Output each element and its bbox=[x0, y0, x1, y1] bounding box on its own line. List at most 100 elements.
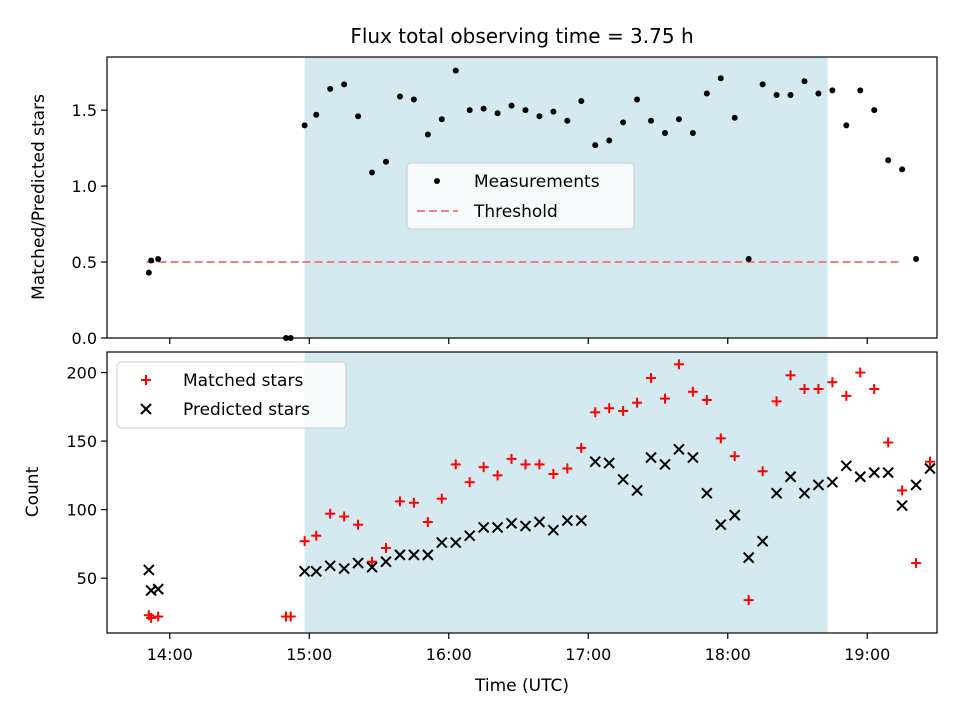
bottom-y-axis-label: Count bbox=[23, 466, 43, 517]
y-tick-label: 200 bbox=[66, 364, 97, 383]
predicted-star-point bbox=[784, 471, 797, 483]
predicted-star-point bbox=[840, 460, 853, 472]
predicted-star-point bbox=[798, 487, 811, 499]
measurement-point bbox=[438, 116, 445, 123]
matched-star-point bbox=[869, 384, 880, 395]
predicted-star-point bbox=[408, 549, 420, 561]
x-tick-label: 18:00 bbox=[705, 645, 751, 664]
predicted-star-point bbox=[645, 451, 657, 464]
measurement-point bbox=[508, 102, 515, 109]
matched-star-point bbox=[153, 611, 164, 622]
matched-star-point bbox=[897, 485, 908, 496]
matched-star-point bbox=[353, 519, 364, 530]
matched-star-point bbox=[687, 386, 698, 397]
measurement-point bbox=[913, 256, 920, 263]
measurement-point bbox=[313, 111, 320, 118]
measurement-point bbox=[578, 98, 585, 105]
matched-star-point bbox=[311, 530, 322, 541]
predicted-star-point bbox=[505, 517, 518, 530]
predicted-star-point bbox=[463, 529, 476, 542]
predicted-star-point bbox=[659, 458, 671, 471]
x-tick-label: 19:00 bbox=[844, 645, 890, 664]
y-tick-label: 50 bbox=[77, 569, 97, 588]
measurement-point bbox=[550, 108, 557, 115]
predicted-star-point bbox=[477, 521, 490, 534]
top-legend: Measurements Threshold bbox=[406, 162, 635, 230]
predicted-star-point bbox=[770, 487, 783, 499]
predicted-star-point bbox=[603, 457, 615, 469]
matched-star-point bbox=[562, 463, 573, 474]
predicted-star-point bbox=[310, 565, 322, 578]
matched-star-point bbox=[285, 611, 296, 622]
legend-predicted-marker bbox=[140, 403, 152, 415]
legend-box bbox=[116, 361, 347, 429]
measurement-point bbox=[731, 114, 738, 121]
measurement-point bbox=[675, 116, 682, 123]
top-y-axis-label: Matched/Predicted stars bbox=[29, 94, 49, 300]
measurement-point bbox=[815, 90, 822, 97]
predicted-star-point bbox=[436, 536, 448, 549]
matched-star-point bbox=[729, 451, 740, 462]
matched-star-point bbox=[911, 558, 922, 569]
matched-star-point bbox=[618, 405, 629, 416]
x-tick-label: 14:00 bbox=[147, 645, 193, 664]
measurement-point bbox=[466, 107, 473, 114]
matched-star-point bbox=[827, 377, 838, 388]
measurement-point bbox=[410, 96, 417, 103]
predicted-star-point bbox=[366, 561, 378, 573]
predicted-star-point bbox=[519, 520, 532, 532]
measurement-point bbox=[871, 107, 878, 114]
measurement-point bbox=[899, 166, 906, 173]
legend-predicted-label: Predicted stars bbox=[183, 400, 310, 420]
legend-threshold-label: Threshold bbox=[473, 202, 558, 222]
measurement-point bbox=[382, 158, 389, 165]
x-axis-label: Time (UTC) bbox=[474, 676, 569, 696]
matched-star-point bbox=[367, 556, 378, 567]
measurement-point bbox=[857, 87, 864, 94]
measurement-point bbox=[745, 256, 752, 263]
predicted-star-point bbox=[450, 536, 462, 549]
matched-star-point bbox=[715, 433, 726, 444]
predicted-star-point bbox=[868, 466, 880, 479]
top-panel: 0.0 0.5 1.0 1.5 Measurements Threshold bbox=[72, 56, 938, 348]
legend-measurements-label: Measurements bbox=[474, 172, 600, 192]
measurement-point bbox=[717, 75, 724, 82]
measurement-point bbox=[148, 257, 155, 264]
y-tick-label: 1.5 bbox=[72, 101, 97, 120]
predicted-star-point bbox=[701, 487, 713, 499]
matched-star-point bbox=[590, 407, 601, 418]
measurement-point bbox=[564, 117, 571, 124]
matched-star-point bbox=[785, 370, 796, 381]
matched-star-point bbox=[394, 496, 405, 507]
predicted-star-point bbox=[687, 451, 699, 464]
matched-star-point bbox=[548, 468, 559, 479]
matched-star-point bbox=[925, 456, 936, 467]
measurement-point bbox=[648, 117, 655, 124]
matched-star-point bbox=[701, 394, 712, 405]
matched-star-point bbox=[299, 536, 310, 547]
chart-title: Flux total observing time = 3.75 h bbox=[350, 24, 693, 48]
bottom-panel: 50 100 150 200 14:00 15:00 16:00 17:00 18:00 19:0… bbox=[66, 351, 938, 664]
measurement-point bbox=[620, 119, 627, 126]
predicted-star-point bbox=[617, 473, 629, 486]
measurement-point bbox=[689, 129, 696, 136]
x-tick-label: 17:00 bbox=[565, 645, 611, 664]
matched-star-point bbox=[520, 459, 531, 470]
measurement-point bbox=[341, 81, 348, 88]
matched-star-point bbox=[757, 466, 768, 477]
matched-star-point bbox=[604, 403, 615, 414]
predicted-star-point bbox=[533, 516, 546, 528]
y-tick-label: 1.0 bbox=[72, 177, 97, 196]
measurement-point bbox=[592, 142, 599, 149]
measurement-point bbox=[145, 269, 152, 276]
measurement-point bbox=[829, 87, 836, 94]
predicted-star-point bbox=[152, 583, 164, 595]
observing-window-region bbox=[304, 352, 828, 633]
matched-star-point bbox=[408, 497, 419, 508]
measurement-point bbox=[494, 110, 501, 117]
matched-star-point bbox=[506, 453, 517, 464]
predicted-star-point bbox=[826, 476, 839, 488]
predicted-star-point bbox=[910, 479, 922, 491]
matched-star-point bbox=[146, 612, 157, 623]
y-tick-label: 150 bbox=[66, 432, 97, 451]
